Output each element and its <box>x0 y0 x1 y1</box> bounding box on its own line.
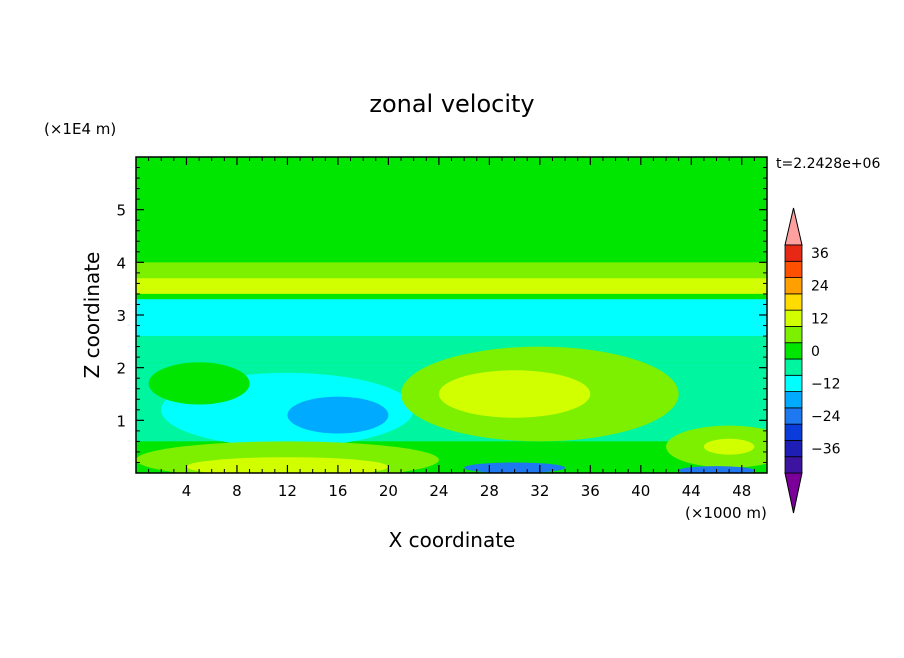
x-tick-label: 8 <box>232 482 242 500</box>
x-tick-label: 20 <box>379 482 398 500</box>
x-tick-label: 12 <box>278 482 297 500</box>
colorbar-label: 36 <box>811 246 829 262</box>
field-band-2 <box>136 251 767 263</box>
contour-field <box>136 157 767 473</box>
field-feature-11 <box>703 438 755 455</box>
time-label: t=2.2428e+06 <box>776 156 880 172</box>
colorbar-bottom-arrow <box>784 472 803 514</box>
field-band-5 <box>136 293 767 300</box>
field-band-3 <box>136 262 767 279</box>
x-tick-label: 4 <box>182 482 192 500</box>
colorbar-swatch <box>784 407 803 425</box>
x-tick-label: 40 <box>631 482 650 500</box>
x-tick-label: 48 <box>732 482 751 500</box>
y-tick-label: 1 <box>116 412 126 430</box>
colorbar-label: 12 <box>811 311 829 327</box>
x-tick-label: 36 <box>581 482 600 500</box>
field-features <box>136 157 767 473</box>
colorbar-swatch <box>784 358 803 376</box>
colorbar-swatch <box>784 342 803 360</box>
colorbar-swatch <box>784 293 803 311</box>
field-band-4 <box>136 278 767 294</box>
y-tick-label: 2 <box>116 360 126 378</box>
x-tick-label: 24 <box>429 482 448 500</box>
y-scale-label: (×1E4 m) <box>44 120 116 138</box>
colorbar-top-arrow <box>784 207 803 246</box>
colorbar-label: −12 <box>811 376 841 392</box>
y-axis-label: Z coordinate <box>80 252 104 379</box>
colorbar-label: −36 <box>811 442 841 458</box>
field-feature-0 <box>136 157 439 186</box>
colorbar-swatch <box>784 456 803 474</box>
colorbar-swatch <box>784 374 803 392</box>
field-band-6 <box>136 299 767 337</box>
x-tick-label: 44 <box>682 482 701 500</box>
x-axis-ticks: 4 8 12 16 20 24 28 32 36 40 44 48 <box>148 157 755 500</box>
x-axis-label: X coordinate <box>389 528 516 552</box>
colorbar: 36 24 12 0 −12 −24 −36 <box>784 207 841 514</box>
y-tick-label: 5 <box>116 202 126 220</box>
colorbar-swatch <box>784 423 803 441</box>
colorbar-label: −24 <box>811 409 841 425</box>
colorbar-swatch <box>784 326 803 344</box>
field-band-1 <box>136 199 767 252</box>
colorbar-swatch <box>784 244 803 262</box>
x-tick-label: 28 <box>480 482 499 500</box>
y-tick-label: 3 <box>116 307 126 325</box>
x-tick-label: 16 <box>328 482 347 500</box>
x-tick-label: 32 <box>530 482 549 500</box>
field-feature-4 <box>148 362 250 405</box>
x-scale-label: (×1000 m) <box>685 504 767 522</box>
field-feature-3 <box>287 396 389 434</box>
colorbar-swatch <box>784 440 803 458</box>
colorbar-swatch <box>784 309 803 327</box>
colorbar-label: 24 <box>811 279 829 295</box>
colorbar-swatch <box>784 260 803 278</box>
y-axis-ticks: 1 2 3 4 5 <box>116 167 767 463</box>
field-feature-6 <box>438 370 591 418</box>
colorbar-swatch <box>784 391 803 409</box>
colorbar-label: 0 <box>811 344 820 360</box>
colorbar-swatch <box>784 277 803 295</box>
chart-title: zonal velocity <box>369 90 534 118</box>
y-tick-label: 4 <box>116 254 126 272</box>
